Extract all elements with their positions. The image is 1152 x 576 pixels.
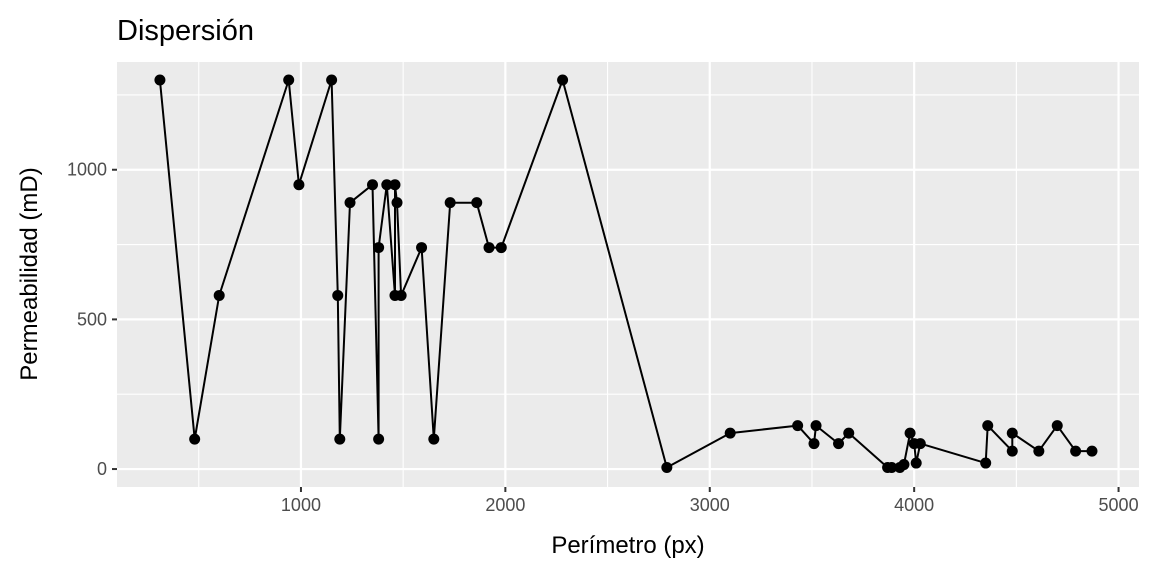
data-point: [661, 462, 673, 474]
data-point: [189, 433, 201, 445]
data-point: [792, 420, 804, 432]
data-point: [367, 179, 378, 191]
data-point: [483, 242, 495, 254]
data-point: [213, 289, 225, 301]
data-series: [154, 74, 1098, 474]
data-point: [886, 462, 898, 474]
data-point: [1086, 445, 1098, 457]
data-point: [904, 427, 916, 439]
data-point: [1006, 445, 1018, 457]
data-point: [1070, 445, 1082, 457]
data-point: [833, 438, 845, 450]
data-point: [980, 457, 992, 469]
data-point: [914, 438, 926, 450]
data-point: [283, 74, 295, 86]
data-point: [416, 242, 428, 254]
y-axis-title: Permeabilidad (mD): [16, 167, 43, 380]
x-tick-label: 1000: [281, 495, 321, 515]
data-point: [334, 433, 346, 445]
x-tick-label: 4000: [894, 495, 934, 515]
x-tick-label: 3000: [690, 495, 730, 515]
minor-gridlines: [117, 62, 1139, 487]
y-tick-label: 500: [77, 309, 107, 329]
chart-title: Dispersión: [117, 15, 254, 47]
data-point: [326, 74, 338, 86]
data-point: [495, 242, 507, 254]
data-point: [444, 197, 456, 209]
data-point: [808, 438, 820, 450]
data-point: [1051, 420, 1063, 432]
x-tick-label: 5000: [1099, 495, 1139, 515]
data-point: [1006, 427, 1018, 439]
data-point: [373, 433, 385, 445]
plot-panel: [117, 62, 1139, 487]
x-axis-tick-labels: 1000 2000 3000 4000 5000: [281, 495, 1139, 515]
data-point: [381, 179, 393, 191]
x-axis-title: Perímetro (px): [551, 532, 704, 559]
data-point: [428, 433, 440, 445]
data-point: [373, 242, 385, 254]
data-point: [1033, 445, 1045, 457]
data-point: [898, 459, 910, 471]
data-point: [332, 289, 344, 301]
data-point: [344, 197, 356, 209]
y-axis-tick-labels: 0 500 1000: [67, 160, 107, 479]
data-point: [724, 427, 736, 439]
data-point: [982, 420, 994, 432]
data-point: [154, 74, 166, 86]
data-point: [391, 197, 403, 209]
data-point: [389, 179, 401, 191]
data-point: [810, 420, 822, 432]
y-tick-label: 1000: [67, 160, 107, 180]
x-tick-label: 2000: [485, 495, 525, 515]
data-point: [293, 179, 305, 191]
data-point: [557, 74, 569, 86]
data-point: [471, 197, 483, 209]
data-point: [395, 289, 407, 301]
axis-ticks: [112, 168, 1120, 492]
data-point: [843, 427, 855, 439]
y-tick-label: 0: [97, 459, 107, 479]
data-point: [910, 457, 922, 469]
